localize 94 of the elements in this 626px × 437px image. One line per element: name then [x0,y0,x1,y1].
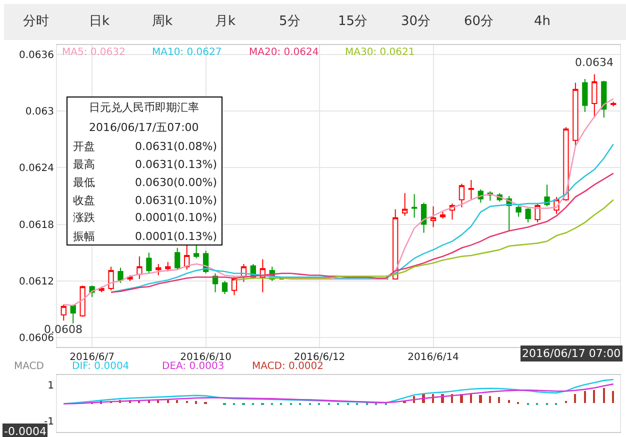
text: DIF: 0.0004 [72,361,130,372]
annotation: 0.0634 [575,56,614,69]
bar [612,391,614,403]
annotation: 0.0001(0.10%) [135,211,218,224]
annotation: 日元兑人民币即期汇率 [89,101,199,114]
text: 15分 [338,14,368,29]
candlestick [108,266,114,291]
bar [584,391,586,403]
candlestick [392,208,398,280]
bar [489,396,491,403]
y-tick-label: 0.063 [25,106,54,118]
bar [603,388,605,403]
candlestick [534,203,540,223]
candlestick [440,212,446,220]
y-tick-label: 0.0618 [19,220,54,231]
candlestick [231,276,238,296]
bar [574,394,576,403]
candlestick [572,82,578,146]
text: 5分 [279,14,300,29]
y-tick-label: -1 [44,416,54,428]
text: 月k [215,14,236,29]
bar [479,395,482,403]
chart-title: MACD [14,361,44,372]
text: 周k [152,14,173,29]
annotation: 0.0631(0.13%) [135,158,218,171]
candlestick [194,244,200,259]
line-series [110,143,614,293]
x-tick-label: 2016/6/10 [180,352,232,363]
annotation: 2016/06/17/五07:00 [89,121,199,134]
candlestick [468,179,474,200]
text: MA30: 0.0621 [345,47,415,58]
text: 2016/06/17 07:00 [522,347,621,360]
bar [470,394,472,403]
text: MA5: 0.0632 [62,47,126,58]
line-series [234,199,614,281]
x-tick-label: 2016/6/14 [408,352,459,363]
candlestick [430,206,436,228]
y-tick-label: 0.0606 [19,333,54,344]
candlestick [136,256,142,280]
text: MA20: 0.0624 [249,47,319,58]
bar [498,397,500,403]
candlestick [458,183,465,208]
candlestick [156,263,162,276]
candlestick [146,252,152,274]
candlestick [165,262,171,272]
candlestick [563,126,569,202]
annotation: 收盘 [73,194,95,207]
y-tick-label: 0.0624 [19,163,54,174]
candlestick [80,285,86,318]
candlestick [420,202,427,234]
line-series [110,172,614,293]
candlestick [592,74,598,118]
candlestick [525,208,531,223]
annotation: 0.0631(0.10%) [135,194,218,207]
candlestick [70,304,76,324]
bar [167,400,169,403]
line-series [62,98,614,306]
candlestick [582,78,588,113]
annotation: 开盘 [73,140,95,153]
text: 60分 [464,14,494,29]
annotation: 振幅 [73,230,95,243]
candlestick [601,80,607,118]
candlestick [610,101,616,107]
candlestick [412,194,418,218]
candlestick [516,204,522,218]
line-series [62,383,614,404]
text: 分时 [23,14,49,29]
annotation: 0.0631(0.08%) [135,140,218,153]
bar [176,400,178,403]
text: DEA: 0.0003 [162,361,224,372]
text: MACD: 0.0002 [252,361,324,372]
text: -0.0004 [4,425,46,437]
annotation: 0.0630(0.00%) [135,176,218,189]
annotation: 最低 [73,176,95,189]
annotation: 最高 [73,158,95,171]
candlestick [174,247,180,270]
x-tick-label: 2016/6/7 [70,352,115,363]
bar [508,400,510,403]
candlestick [118,267,124,284]
text: MA10: 0.0627 [152,47,222,58]
y-tick-label: 0.0636 [19,50,54,61]
text: 30分 [401,14,431,29]
annotation: 涨跌 [73,211,95,224]
annotation: 0.0001(0.13%) [135,230,218,243]
candlestick [222,280,228,295]
x-tick-label: 2016/6/12 [294,352,346,363]
bar [593,390,595,403]
candlestick [402,192,408,216]
candlestick [60,304,66,322]
y-tick-label: 1 [48,380,54,392]
bar [195,401,197,404]
text: 4h [534,14,551,29]
y-tick-label: 0.0612 [19,276,54,288]
text: 日k [89,14,110,29]
